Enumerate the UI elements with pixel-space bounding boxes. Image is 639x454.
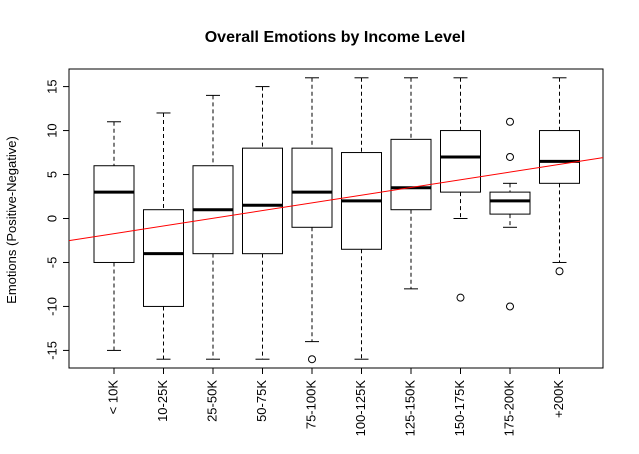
y-tick-label: 5	[44, 171, 59, 178]
box	[489, 191, 531, 215]
outlier-point	[506, 117, 514, 126]
outlier-point	[308, 355, 316, 364]
x-tick-label: < 10K	[105, 380, 120, 415]
y-tick-label: -15	[44, 341, 59, 360]
x-tick-label: 125-150K	[402, 380, 417, 437]
box	[539, 130, 580, 184]
box	[242, 147, 283, 255]
x-tick-label: 10-25K	[155, 380, 170, 422]
x-tick-label: 100-125K	[353, 380, 368, 437]
y-tick-label: -5	[44, 257, 59, 269]
y-axis-label: Emotions (Positive-Negative)	[4, 136, 19, 304]
y-tick-label: 15	[44, 79, 59, 93]
x-tick-label: 175-200K	[501, 380, 516, 437]
box	[390, 138, 432, 211]
trend-line	[68, 157, 604, 242]
plot-area: -15 -10 -5 0 5 10 15 < 10K 10-25K 25-50K 50-75K 75-…	[44, 68, 604, 437]
outlier-point	[506, 302, 514, 311]
outlier-point	[506, 152, 514, 161]
x-tick-label: 75-100K	[303, 380, 318, 429]
x-tick-label: 25-50K	[204, 380, 219, 422]
outlier-point	[456, 293, 465, 302]
box	[440, 130, 481, 193]
y-tick-label: -10	[44, 297, 59, 316]
outlier-point	[555, 267, 564, 276]
x-tick-label: +200K	[551, 380, 566, 418]
x-tick-label: 50-75K	[254, 380, 269, 422]
chart-title: Overall Emotions by Income Level	[205, 29, 466, 46]
y-tick-label: 10	[44, 123, 59, 137]
box	[93, 165, 135, 263]
x-tick-label: 150-175K	[452, 380, 467, 437]
y-tick-label: 0	[44, 215, 59, 222]
box	[291, 147, 333, 228]
